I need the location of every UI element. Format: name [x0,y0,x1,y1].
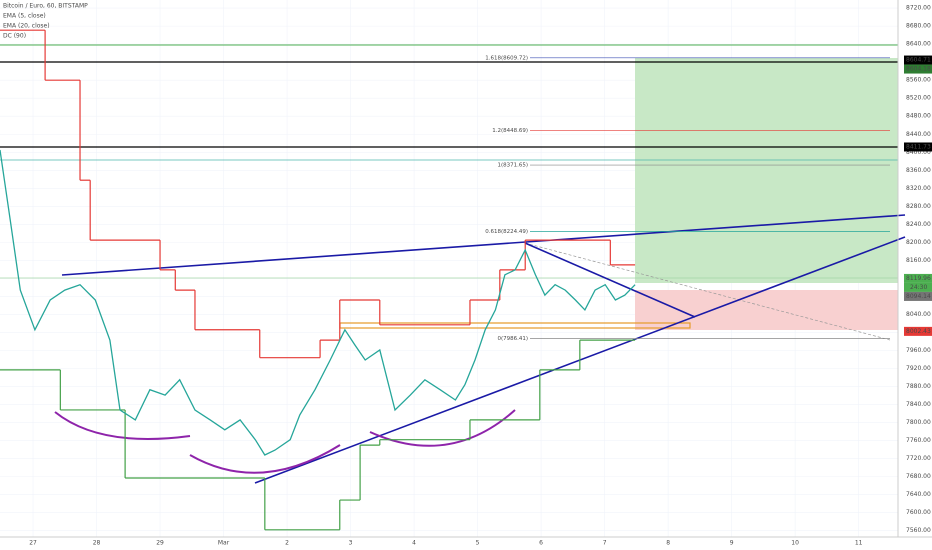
price-tag [904,291,932,301]
price-tag-label: 8119.96 [906,275,931,282]
countdown-label: 24:30 [910,284,927,291]
x-tick-label: 10 [791,540,799,547]
y-tick-label: 8480.00 [906,113,931,120]
y-tick-label: 7680.00 [906,473,931,480]
y-tick-label: 8400.00 [906,149,931,156]
y-tick-label: 8160.00 [906,257,931,264]
x-tick-label: 2 [285,540,289,547]
y-tick-label: 8640.00 [906,41,931,48]
y-tick-label: 8040.00 [906,311,931,318]
y-tick-label: 8520.00 [906,95,931,102]
y-tick-label: 7640.00 [906,491,931,498]
x-tick-label: 28 [93,540,101,547]
fib-label: 1.2(8448.69) [492,128,528,134]
y-tick-label: 7720.00 [906,455,931,462]
y-tick-label: 8320.00 [906,185,931,192]
x-tick-label: 3 [349,540,353,547]
countdown-tag [904,282,932,292]
price-tag [904,273,932,283]
x-tick-label: 29 [156,540,164,547]
y-tick-label: 7800.00 [906,419,931,426]
price-tag [904,55,932,65]
x-tick-label: 9 [730,540,734,547]
price-tag-label: 8604.71 [906,57,931,64]
projection [524,242,891,341]
fib-label: 1.618(8609.72) [485,55,528,61]
y-tick-label: 8440.00 [906,131,931,138]
pattern-curve [189,444,341,474]
y-tick-label: 7760.00 [906,437,931,444]
fib-label: 1(8371.65) [497,163,528,169]
price-tag-label: 8604.18 [906,66,931,73]
y-tick-label: 7880.00 [906,383,931,390]
y-tick-label: 7560.00 [906,527,931,534]
y-tick-label: 8720.00 [906,5,931,12]
x-tick-label: 4 [412,540,416,547]
y-tick-label: 8560.00 [906,77,931,84]
price-line [0,149,636,456]
x-tick-label: 6 [539,540,543,547]
trendline [524,242,696,318]
x-tick-label: 11 [855,540,863,547]
y-tick-label: 8200.00 [906,239,931,246]
price-tag [904,64,932,74]
pattern-curve [369,409,516,447]
x-tick-label: 8 [666,540,670,547]
x-tick-label: 5 [476,540,480,547]
price-tag-label: 8002.43 [906,328,931,335]
y-tick-label: 8360.00 [906,167,931,174]
fib-label: 0(7986.41) [497,336,528,342]
y-tick-label: 8240.00 [906,221,931,228]
price-tag-label: 8411.73 [906,143,931,150]
price-tag [904,142,932,152]
legend-entry: EMA (5, close) [3,13,46,20]
price-tag [904,326,932,336]
x-tick-label: 27 [29,540,37,547]
price-tag-label: 8094.14 [906,293,931,300]
y-tick-label: 7920.00 [906,365,931,372]
drawings [0,0,932,538]
legend-entry: DC (90) [3,33,26,40]
y-tick-label: 7840.00 [906,401,931,408]
x-tick-label: 7 [603,540,607,547]
y-tick-label: 7960.00 [906,347,931,354]
y-tick-label: 8680.00 [906,23,931,30]
pattern-curve [54,411,191,440]
y-tick-label: 7600.00 [906,509,931,516]
y-tick-label: 8280.00 [906,203,931,210]
profit-zone [635,58,898,283]
chart-title: Bitcoin / Euro, 60, BITSTAMP [3,3,88,10]
legend-entry: EMA (20, close) [3,23,50,30]
fib-label: 0.618(8224.49) [485,229,528,235]
trendline [61,214,906,276]
x-tick-label: Mar [218,540,230,547]
